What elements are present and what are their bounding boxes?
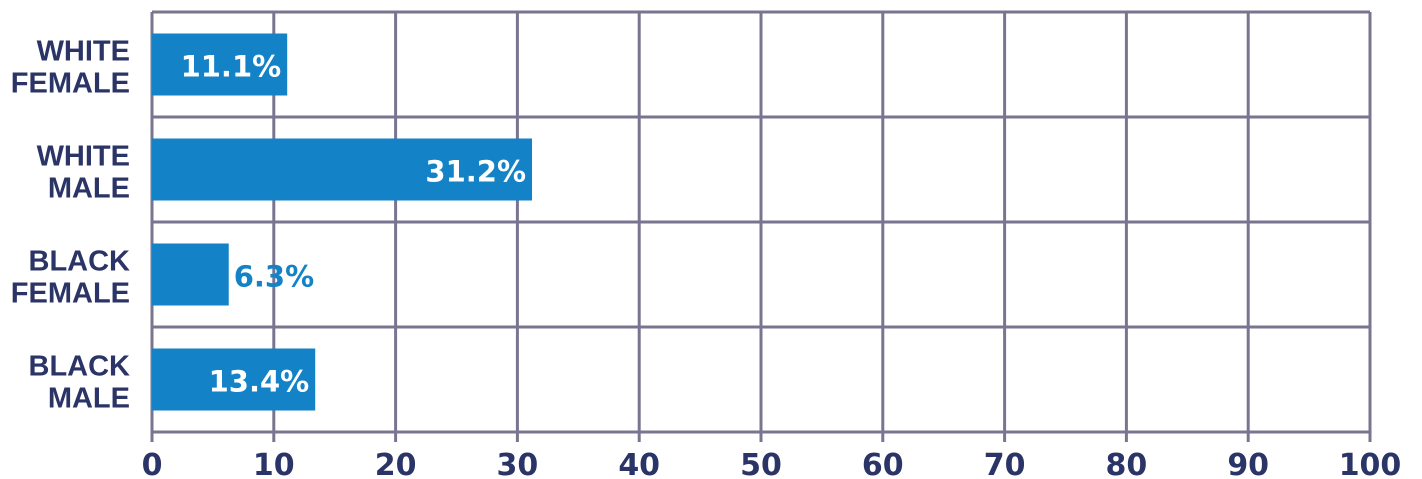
x-tick-label: 60 [862, 448, 904, 479]
gridlines [150, 10, 1372, 442]
x-tick-label: 30 [497, 448, 539, 479]
x-tick-label: 0 [142, 448, 163, 479]
category-label-line: BLACK [29, 351, 131, 383]
x-tick-label: 50 [740, 448, 782, 479]
category-label: WHITE MALE [37, 141, 130, 205]
bar [152, 243, 229, 306]
category-label: WHITE FEMALE [11, 36, 130, 100]
category-label-line: MALE [48, 173, 130, 205]
category-label-line: FEMALE [11, 278, 130, 310]
bar [152, 138, 533, 201]
data-label: 11.1% [181, 50, 282, 84]
category-label-line: MALE [48, 383, 130, 415]
category-label-line: WHITE [37, 141, 130, 173]
category-label-line: FEMALE [11, 68, 130, 100]
x-axis-tick-labels: 0 10 20 30 40 50 60 70 80 90 100 [142, 448, 1402, 479]
category-label-line: WHITE [37, 36, 130, 68]
x-tick-label: 70 [984, 448, 1026, 479]
category-label: BLACK FEMALE [11, 246, 130, 310]
data-label: 13.4% [209, 365, 310, 399]
x-tick-label: 20 [375, 448, 417, 479]
x-tick-label: 100 [1339, 448, 1402, 479]
x-tick-label: 90 [1227, 448, 1269, 479]
bar [152, 33, 288, 96]
data-labels: 11.1% 31.2% 6.3% 13.4% [181, 50, 526, 399]
category-label: BLACK MALE [29, 351, 131, 415]
x-tick-label: 80 [1106, 448, 1148, 479]
data-label: 6.3% [234, 260, 314, 294]
x-tick-label: 40 [618, 448, 660, 479]
category-label-line: BLACK [29, 246, 131, 278]
bars [152, 33, 533, 411]
bar [152, 348, 316, 411]
x-tick-label: 10 [253, 448, 295, 479]
data-label: 31.2% [425, 155, 526, 189]
